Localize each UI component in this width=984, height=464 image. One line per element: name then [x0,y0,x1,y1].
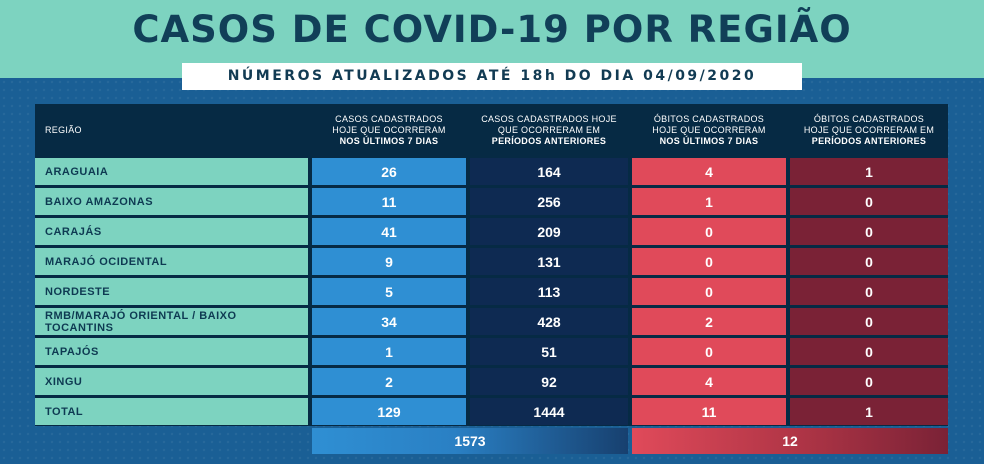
region-name: CARAJÁS [45,225,102,238]
recent-deaths-cell: 0 [632,338,786,365]
total-recent-cases-cell: 129 [312,398,466,425]
header-region-label: REGIÃO [45,124,82,135]
update-date-banner: NÚMEROS ATUALIZADOS ATÉ 18h DO DIA 04/09… [182,63,802,90]
region-cell: MARAJÓ OCIDENTAL [35,248,308,275]
header-col1: CASOS CADASTRADOS HOJE QUE OCORRERAM NOS… [312,104,466,156]
header-col3-line2: HOJE QUE OCORRERAM [652,124,766,135]
recent-cases-cell: 11 [312,188,466,215]
previous-cases-cell: 428 [470,308,628,335]
previous-cases-cell: 209 [470,218,628,245]
recent-deaths-cell: 4 [632,158,786,185]
header-col3: ÓBITOS CADASTRADOS HOJE QUE OCORRERAM NO… [632,104,786,156]
recent-deaths-cell: 2 [632,308,786,335]
region-name: TAPAJÓS [45,345,99,358]
header-col2-line3: PERÍODOS ANTERIORES [491,135,607,146]
previous-deaths-cell: 0 [790,338,948,365]
region-name: BAIXO AMAZONAS [45,195,154,208]
recent-deaths-cell: 0 [632,248,786,275]
region-name: NORDESTE [45,285,111,298]
page-title: CASOS DE COVID-19 POR REGIÃO [132,8,852,51]
header-col1-line2: HOJE QUE OCORRERAM [332,124,446,135]
previous-deaths-cell: 0 [790,218,948,245]
header-col1-line1: CASOS CADASTRADOS [335,113,443,124]
previous-cases-cell: 51 [470,338,628,365]
previous-cases-cell: 164 [470,158,628,185]
previous-deaths-cell: 0 [790,248,948,275]
header-col4-line3: PERÍODOS ANTERIORES [811,135,927,146]
recent-deaths-cell: 0 [632,218,786,245]
previous-deaths-cell: 0 [790,308,948,335]
header-col2: CASOS CADASTRADOS HOJE QUE OCORRERAM EM … [470,104,628,156]
header-col4-line1: ÓBITOS CADASTRADOS [813,113,925,124]
region-name: RMB/MARAJÓ ORIENTAL / BAIXO TOCANTINS [45,309,237,334]
recent-cases-cell: 34 [312,308,466,335]
region-name: MARAJÓ OCIDENTAL [45,255,168,268]
header-col3-line1: ÓBITOS CADASTRADOS [653,113,765,124]
region-cell: BAIXO AMAZONAS [35,188,308,215]
region-cell: NORDESTE [35,278,308,305]
previous-cases-cell: 256 [470,188,628,215]
previous-deaths-cell: 1 [790,158,948,185]
recent-cases-cell: 9 [312,248,466,275]
header-col4-line2: HOJE QUE OCORRERAM EM [803,124,935,135]
grand-total-deaths: 12 [632,428,948,454]
region-cell: XINGU [35,368,308,395]
recent-cases-cell: 41 [312,218,466,245]
previous-deaths-cell: 0 [790,188,948,215]
header-col2-line2: QUE OCORRERAM EM [497,124,601,135]
recent-cases-cell: 2 [312,368,466,395]
previous-cases-cell: 92 [470,368,628,395]
previous-cases-cell: 113 [470,278,628,305]
header-col3-line3: NOS ÚLTIMOS 7 DIAS [659,135,759,146]
previous-cases-cell: 131 [470,248,628,275]
recent-cases-cell: 26 [312,158,466,185]
total-previous-deaths-cell: 1 [790,398,948,425]
previous-deaths-cell: 0 [790,368,948,395]
recent-deaths-cell: 4 [632,368,786,395]
recent-deaths-cell: 1 [632,188,786,215]
recent-cases-cell: 5 [312,278,466,305]
total-row-label: TOTAL [45,405,84,418]
region-name: ARAGUAIA [45,165,109,178]
region-cell: TAPAJÓS [35,338,308,365]
header-region: REGIÃO [35,104,308,156]
region-cell: RMB/MARAJÓ ORIENTAL / BAIXO TOCANTINS [35,308,308,335]
header-col2-line1: CASOS CADASTRADOS HOJE [481,113,617,124]
region-cell: CARAJÁS [35,218,308,245]
recent-deaths-cell: 0 [632,278,786,305]
header-col4: ÓBITOS CADASTRADOS HOJE QUE OCORRERAM EM… [790,104,948,156]
grand-total-cases: 1573 [312,428,628,454]
previous-deaths-cell: 0 [790,278,948,305]
region-name: XINGU [45,375,83,388]
total-row-label-cell: TOTAL [35,398,308,425]
total-recent-deaths-cell: 11 [632,398,786,425]
total-previous-cases-cell: 1444 [470,398,628,425]
recent-cases-cell: 1 [312,338,466,365]
region-cell: ARAGUAIA [35,158,308,185]
header-col1-line3: NOS ÚLTIMOS 7 DIAS [339,135,439,146]
